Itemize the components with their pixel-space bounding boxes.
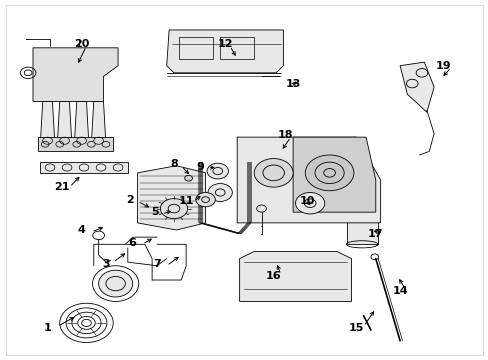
Polygon shape <box>40 102 55 144</box>
Text: 20: 20 <box>74 39 89 49</box>
Text: 17: 17 <box>367 229 383 239</box>
Polygon shape <box>40 162 127 173</box>
Polygon shape <box>33 48 118 102</box>
Polygon shape <box>239 251 351 301</box>
Text: 10: 10 <box>300 197 315 206</box>
Text: 15: 15 <box>348 323 363 333</box>
Text: 6: 6 <box>128 238 136 248</box>
Bar <box>346 217 377 244</box>
Text: 1: 1 <box>43 323 51 333</box>
Circle shape <box>160 199 187 219</box>
Ellipse shape <box>346 214 377 221</box>
Circle shape <box>206 163 228 179</box>
Circle shape <box>305 155 353 191</box>
Polygon shape <box>399 62 433 112</box>
Polygon shape <box>166 30 283 73</box>
Text: 11: 11 <box>178 197 194 206</box>
Text: 5: 5 <box>150 207 158 217</box>
Text: 9: 9 <box>196 162 204 172</box>
Polygon shape <box>57 102 72 144</box>
Ellipse shape <box>99 270 132 297</box>
Text: 7: 7 <box>153 259 161 269</box>
Polygon shape <box>237 137 380 223</box>
Text: 18: 18 <box>278 130 293 140</box>
Polygon shape <box>74 102 89 144</box>
Polygon shape <box>292 137 375 212</box>
Circle shape <box>295 193 324 214</box>
Text: 13: 13 <box>285 78 300 89</box>
Bar <box>38 137 113 152</box>
Text: 4: 4 <box>78 225 85 235</box>
Text: 2: 2 <box>126 195 134 204</box>
Polygon shape <box>137 166 205 230</box>
Circle shape <box>184 175 192 181</box>
Text: 21: 21 <box>54 182 70 192</box>
Text: 19: 19 <box>435 61 451 71</box>
Circle shape <box>207 184 232 202</box>
Text: 12: 12 <box>217 39 232 49</box>
Bar <box>220 37 254 59</box>
Bar <box>179 37 212 59</box>
Text: 3: 3 <box>102 259 109 269</box>
Text: 8: 8 <box>170 159 178 169</box>
Text: 16: 16 <box>265 271 281 282</box>
Circle shape <box>196 193 215 207</box>
Circle shape <box>254 158 292 187</box>
Text: 14: 14 <box>391 286 407 296</box>
Polygon shape <box>91 102 106 144</box>
